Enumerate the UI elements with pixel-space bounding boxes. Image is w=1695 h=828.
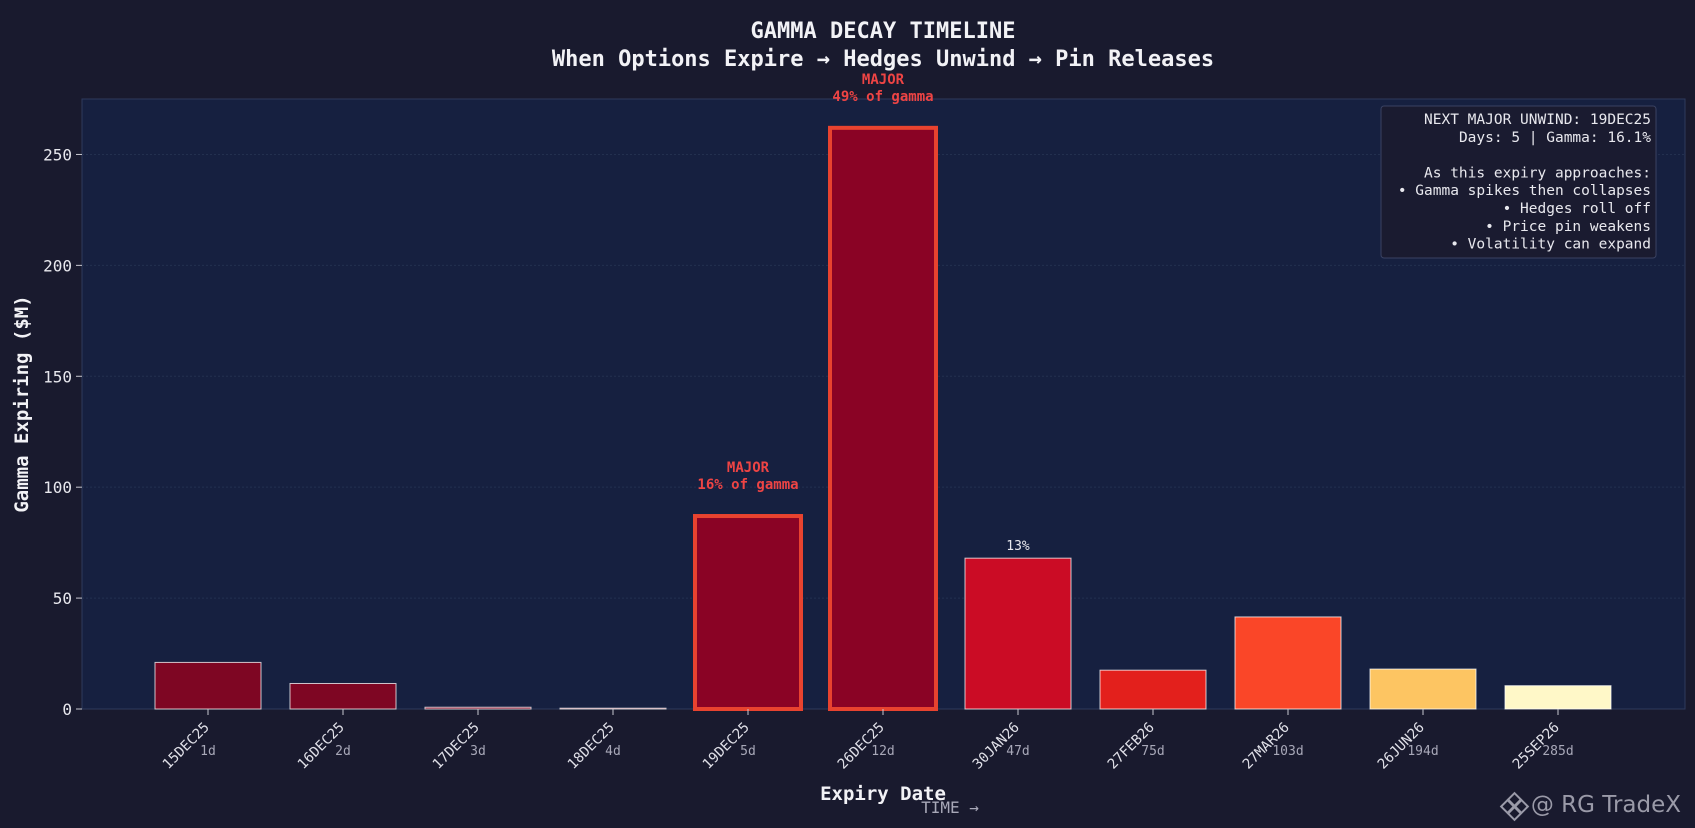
info-box-line: • Gamma spikes then collapses — [1398, 183, 1651, 199]
watermark-text: @ RG TradeX — [1530, 792, 1681, 818]
bar-16dec25 — [289, 682, 397, 710]
annotation-major-label: MAJOR — [727, 460, 770, 476]
y-tick-label: 50 — [53, 589, 72, 608]
annotation-share-label: 16% of gamma — [697, 477, 798, 493]
info-box-line: • Price pin weakens — [1485, 219, 1651, 235]
info-box-background — [1380, 105, 1657, 259]
annotation-pct-label: 13% — [1006, 539, 1030, 554]
days-to-expiry-label: 47d — [1006, 744, 1029, 759]
info-box-line: NEXT MAJOR UNWIND: 19DEC25 — [1424, 112, 1651, 128]
bar-25sep26 — [1504, 685, 1612, 710]
days-to-expiry-label: 2d — [335, 744, 351, 759]
y-axis-label: Gamma Expiring ($M) — [11, 295, 33, 512]
diamond-logo-icon — [1499, 791, 1530, 822]
info-box-line: Days: 5 | Gamma: 16.1% — [1459, 130, 1651, 146]
bars — [154, 125, 1612, 711]
bar-17dec25 — [424, 706, 532, 710]
info-box-line: As this expiry approaches: — [1424, 165, 1651, 181]
annotation-major-label: MAJOR — [862, 72, 905, 88]
days-to-expiry-label: 5d — [740, 744, 756, 759]
bar-27feb26 — [1099, 669, 1207, 710]
bar-27mar26 — [1234, 616, 1342, 710]
days-to-expiry-label: 75d — [1141, 744, 1164, 759]
y-tick-label: 150 — [43, 367, 72, 386]
time-arrow-label: TIME → — [921, 798, 979, 817]
days-to-expiry-label: 103d — [1272, 744, 1303, 759]
info-box-line: • Hedges roll off — [1503, 201, 1651, 217]
days-to-expiry-label: 285d — [1542, 744, 1573, 759]
y-tick-label: 0 — [62, 700, 72, 719]
y-tick-label: 200 — [43, 256, 72, 275]
days-to-expiry-label: 4d — [605, 744, 621, 759]
watermark: @ RG TradeX — [1499, 791, 1681, 822]
x-axis-label: Expiry Date — [820, 783, 946, 805]
days-to-expiry-label: 12d — [871, 744, 894, 759]
y-tick-label: 100 — [43, 478, 72, 497]
bar-15dec25 — [154, 661, 262, 710]
bar-26jun26 — [1369, 668, 1477, 710]
info-box-line: • Volatility can expand — [1450, 237, 1651, 253]
annotation-share-label: 49% of gamma — [832, 89, 933, 105]
days-to-expiry-label: 1d — [200, 744, 216, 759]
bar-18dec25 — [559, 707, 667, 710]
bar-30jan26 — [964, 557, 1072, 710]
bar-26dec25 — [828, 125, 938, 711]
bar-19dec25 — [693, 514, 803, 711]
chart-title: GAMMA DECAY TIMELINE — [751, 19, 1016, 44]
info-box: NEXT MAJOR UNWIND: 19DEC25 Days: 5 | Gamm… — [1380, 105, 1657, 259]
days-to-expiry-label: 3d — [470, 744, 486, 759]
y-axis-ticks: 0 50 100 150 200 250 — [43, 145, 82, 719]
y-tick-label: 250 — [43, 145, 72, 164]
days-to-expiry-label: 194d — [1407, 744, 1438, 759]
chart-subtitle: When Options Expire → Hedges Unwind → Pi… — [552, 47, 1214, 72]
